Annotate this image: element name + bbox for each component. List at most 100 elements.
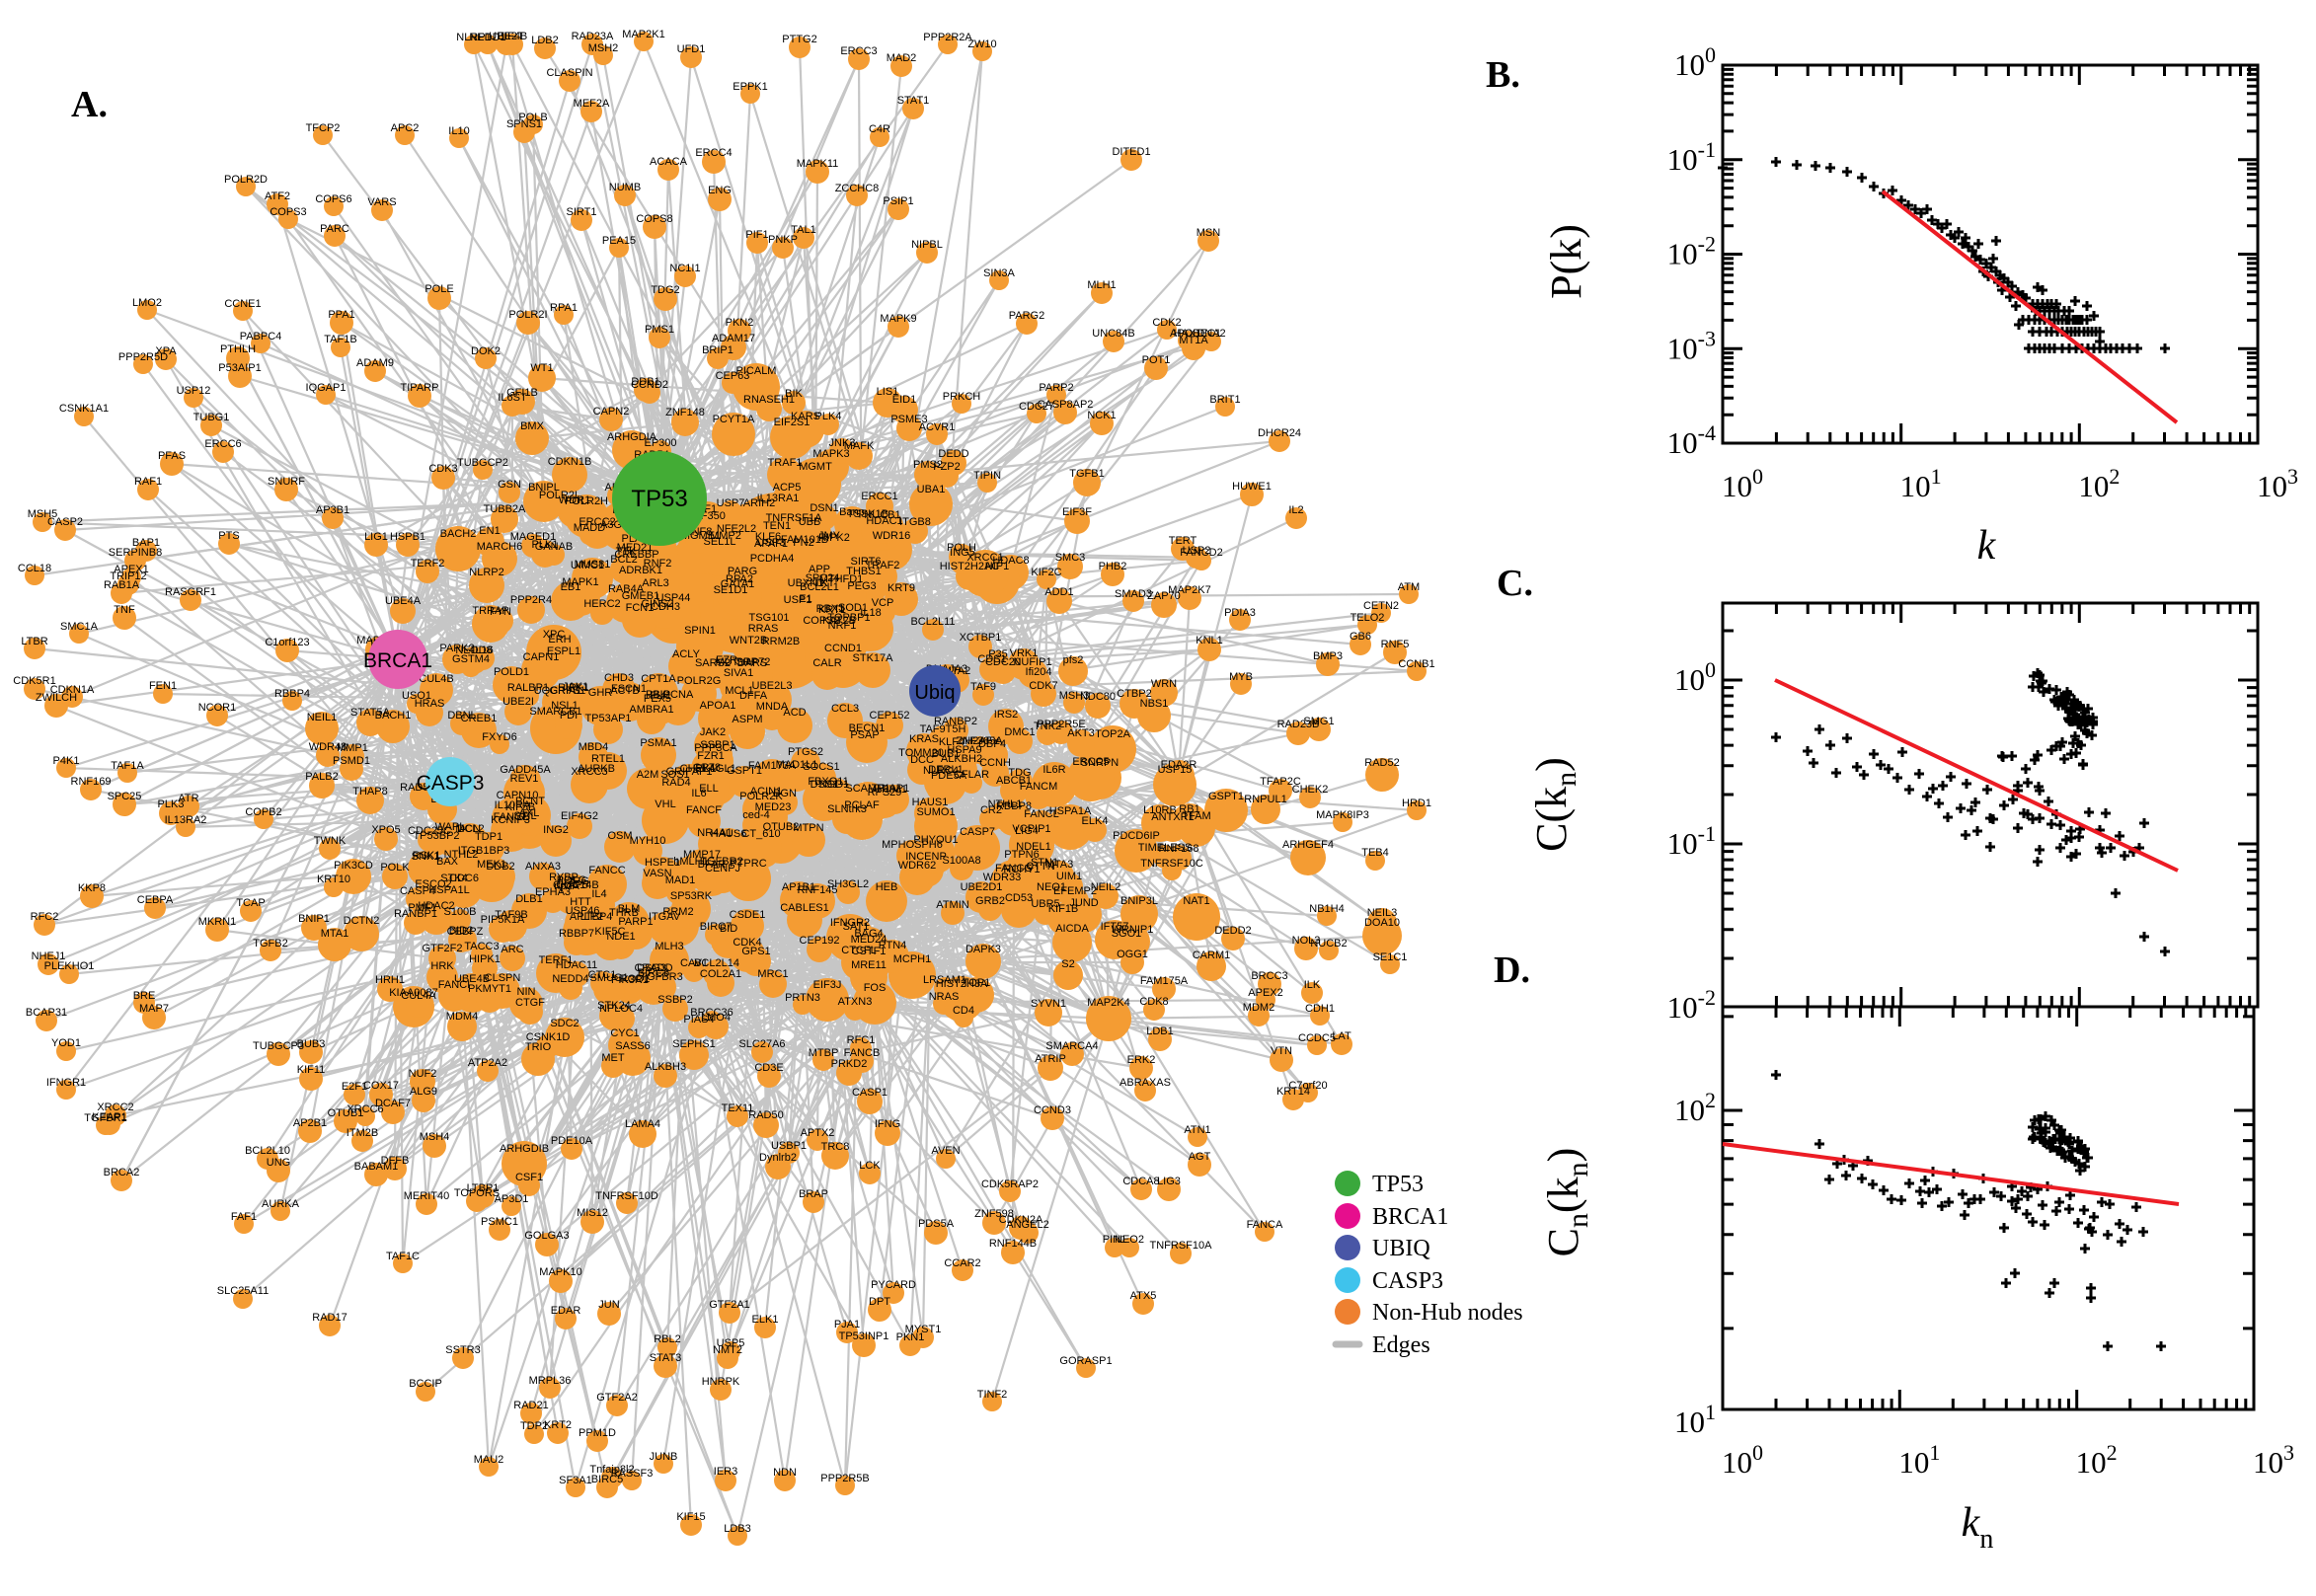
svg-text:MSN: MSN xyxy=(1197,227,1221,239)
svg-text:LDB1: LDB1 xyxy=(1146,1026,1174,1037)
svg-text:RAB1A: RAB1A xyxy=(104,579,140,591)
svg-text:IL18: IL18 xyxy=(860,607,881,619)
svg-text:ALKBH2: ALKBH2 xyxy=(941,753,982,765)
svg-text:RNF5: RNF5 xyxy=(1381,639,1410,650)
svg-text:VASN: VASN xyxy=(643,868,671,879)
svg-text:UBA1: UBA1 xyxy=(917,484,946,495)
svg-text:hMLH1: hMLH1 xyxy=(673,856,708,868)
svg-text:CDK5R1: CDK5R1 xyxy=(13,675,55,687)
svg-text:ING2: ING2 xyxy=(543,824,569,836)
svg-text:RRM2B: RRM2B xyxy=(762,636,801,647)
svg-text:HRH1: HRH1 xyxy=(375,974,405,986)
svg-text:MARCH6: MARCH6 xyxy=(477,541,522,553)
svg-text:IL6: IL6 xyxy=(691,788,706,799)
svg-text:MSH3: MSH3 xyxy=(1059,690,1090,702)
svg-text:CDCA8: CDCA8 xyxy=(1122,1176,1159,1187)
svg-text:RCHY1: RCHY1 xyxy=(1003,864,1040,875)
svg-text:DITED1: DITED1 xyxy=(1112,146,1150,158)
svg-text:GMEB1: GMEB1 xyxy=(622,590,660,602)
svg-text:SPC25: SPC25 xyxy=(108,791,142,802)
svg-text:UFD1: UFD1 xyxy=(677,43,706,55)
svg-text:BIK: BIK xyxy=(785,388,803,400)
svg-text:DNA2: DNA2 xyxy=(1197,328,1225,340)
svg-text:TAF1C: TAF1C xyxy=(386,1251,420,1262)
svg-text:RBBP7: RBBP7 xyxy=(559,928,594,940)
svg-text:GANAB: GANAB xyxy=(535,541,574,553)
svg-text:NUF2: NUF2 xyxy=(409,1068,437,1080)
svg-text:NEO2: NEO2 xyxy=(1115,1234,1144,1246)
svg-text:PN2: PN2 xyxy=(793,537,813,549)
svg-text:MT1A: MT1A xyxy=(1179,335,1208,346)
svg-text:RAD4: RAD4 xyxy=(661,777,690,789)
svg-text:101: 101 xyxy=(1900,464,1942,503)
svg-text:PLAGL1: PLAGL1 xyxy=(695,763,736,775)
svg-text:POLR2I: POLR2I xyxy=(508,309,547,321)
svg-text:BCAP31: BCAP31 xyxy=(26,1007,67,1019)
svg-text:POT1: POT1 xyxy=(1142,354,1171,366)
svg-text:LAT: LAT xyxy=(1332,1030,1351,1042)
svg-text:RIPK2: RIPK2 xyxy=(818,532,850,544)
svg-text:TRC8: TRC8 xyxy=(821,1141,850,1153)
svg-text:PJA1: PJA1 xyxy=(834,1319,860,1330)
svg-text:KIF5B: KIF5B xyxy=(505,801,536,813)
svg-text:CSNK1D: CSNK1D xyxy=(526,1031,571,1043)
svg-text:PYCARD: PYCARD xyxy=(871,1279,916,1291)
svg-text:ERCC3: ERCC3 xyxy=(840,45,877,57)
svg-text:PSMD1: PSMD1 xyxy=(333,755,370,767)
svg-text:TIPARP: TIPARP xyxy=(401,382,439,394)
svg-text:Ubiq: Ubiq xyxy=(914,682,955,704)
svg-text:BCL2L10: BCL2L10 xyxy=(245,1145,290,1157)
svg-text:FBXO11: FBXO11 xyxy=(808,776,848,788)
svg-text:ACVR1: ACVR1 xyxy=(919,421,956,433)
svg-text:CCNB1: CCNB1 xyxy=(1398,658,1434,670)
svg-text:DOK2: DOK2 xyxy=(471,345,501,357)
svg-text:ERCC4: ERCC4 xyxy=(695,147,732,159)
svg-text:COL2A1: COL2A1 xyxy=(700,968,741,980)
svg-text:USP3: USP3 xyxy=(757,537,786,549)
svg-text:TRIO: TRIO xyxy=(525,1041,552,1053)
svg-text:EN1: EN1 xyxy=(479,525,500,537)
svg-text:USP46: USP46 xyxy=(566,905,600,917)
svg-text:WDR16: WDR16 xyxy=(873,530,911,542)
svg-text:CLSPN: CLSPN xyxy=(485,972,521,984)
svg-text:ACD: ACD xyxy=(783,707,806,719)
svg-text:DCN: DCN xyxy=(457,823,481,835)
svg-text:ELL: ELL xyxy=(699,783,719,795)
svg-text:NRF1: NRF1 xyxy=(828,620,857,632)
svg-text:SAT1: SAT1 xyxy=(843,921,870,933)
svg-text:EDA2R: EDA2R xyxy=(1161,759,1197,771)
svg-text:EIF4B: EIF4B xyxy=(498,31,528,42)
svg-text:HSPA1L: HSPA1L xyxy=(428,884,469,896)
svg-text:GHR: GHR xyxy=(588,687,613,699)
svg-text:BAX: BAX xyxy=(436,856,459,868)
svg-text:MPHOSPH6: MPHOSPH6 xyxy=(882,839,943,851)
svg-text:TRAF1: TRAF1 xyxy=(768,457,803,469)
svg-text:COPB2: COPB2 xyxy=(245,806,281,818)
svg-text:LCK: LCK xyxy=(859,1160,881,1172)
svg-text:INCENP: INCENP xyxy=(905,851,947,863)
svg-text:P35: P35 xyxy=(988,648,1008,660)
svg-text:CCDC5: CCDC5 xyxy=(1298,1032,1336,1044)
svg-text:HEB: HEB xyxy=(876,881,898,893)
svg-text:RPA1: RPA1 xyxy=(550,302,578,314)
svg-text:SGO1: SGO1 xyxy=(1112,928,1142,940)
svg-text:NUCB2: NUCB2 xyxy=(1310,938,1347,950)
svg-text:JUND: JUND xyxy=(1069,897,1098,909)
svg-text:GTF2A1: GTF2A1 xyxy=(709,1299,750,1311)
svg-text:ATR: ATR xyxy=(178,793,198,804)
svg-text:SE1C1: SE1C1 xyxy=(1373,951,1408,963)
svg-text:BFAR: BFAR xyxy=(698,859,727,871)
svg-text:CUL4A: CUL4A xyxy=(401,990,436,1002)
svg-text:NDE1: NDE1 xyxy=(606,931,635,943)
svg-text:CR2: CR2 xyxy=(980,804,1002,816)
svg-text:NTHL1: NTHL1 xyxy=(988,798,1023,810)
svg-text:10-2: 10-2 xyxy=(1667,232,1716,271)
svg-text:CTTN: CTTN xyxy=(1026,861,1054,873)
svg-text:CYC1: CYC1 xyxy=(610,1027,639,1039)
svg-text:BECN1: BECN1 xyxy=(849,722,886,734)
svg-text:RALBP1: RALBP1 xyxy=(507,682,549,694)
svg-text:NBS1: NBS1 xyxy=(1140,698,1169,710)
svg-text:SMARCA4: SMARCA4 xyxy=(1045,1040,1098,1052)
svg-text:MCPH1: MCPH1 xyxy=(893,953,932,965)
svg-text:ANTXR1: ANTXR1 xyxy=(1151,811,1194,823)
